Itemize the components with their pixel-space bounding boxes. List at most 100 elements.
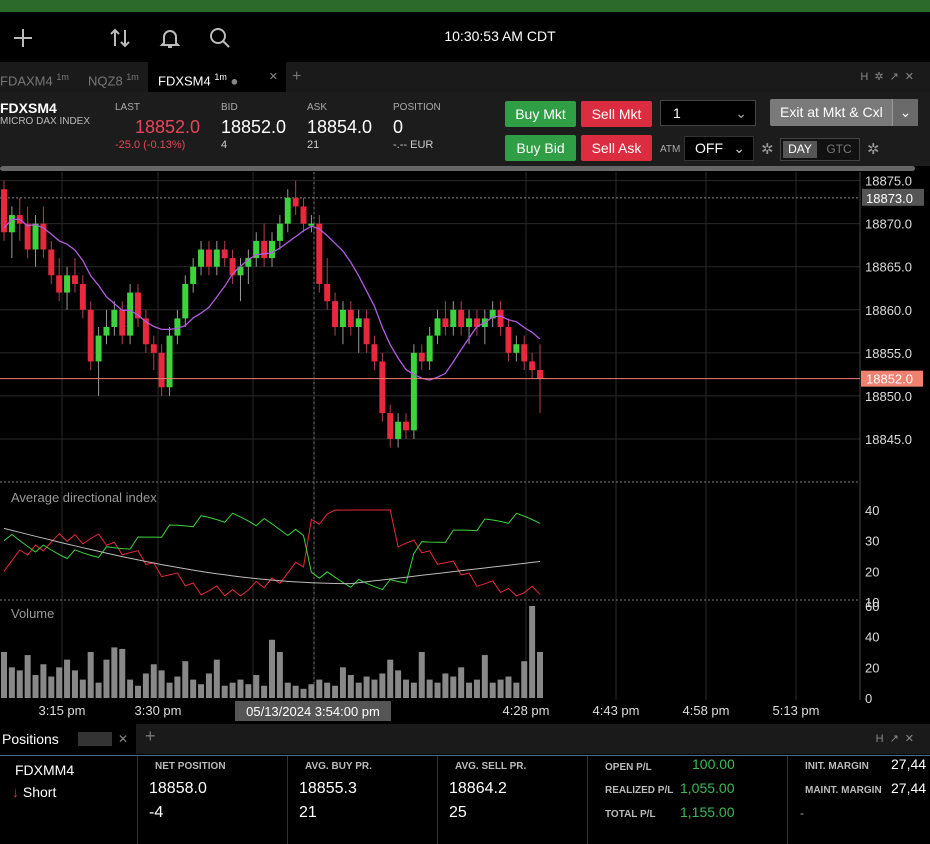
volume-bar — [458, 667, 465, 698]
candle-body — [64, 275, 71, 293]
candle-body — [237, 266, 244, 276]
day-option[interactable]: DAY — [783, 141, 817, 158]
horizontal-scrollbar[interactable] — [0, 166, 915, 171]
volume-bar — [418, 652, 425, 698]
candle-body — [426, 335, 433, 362]
volume-bar — [489, 682, 496, 698]
close-icon[interactable]: ✕ — [268, 71, 278, 83]
net-position-label: NET POSITION — [155, 761, 226, 772]
sell-market-button[interactable]: Sell Mkt — [581, 101, 652, 127]
open-pl-value: 100.00 — [692, 756, 735, 772]
candle-body — [434, 318, 441, 336]
time-tick-label: 3:30 pm — [135, 703, 182, 718]
adx-line — [3, 527, 541, 585]
gear-icon[interactable]: ✲ — [761, 141, 774, 158]
tab-fdxsm4[interactable]: FDXSM4 1m ● ✕ — [148, 62, 286, 92]
candle-body — [284, 197, 291, 224]
candle-body — [1, 189, 7, 233]
crosshair-time-tag — [235, 701, 391, 721]
candle-body — [450, 309, 457, 327]
volume-bar — [127, 679, 134, 698]
sell-ask-button[interactable]: Sell Ask — [581, 135, 652, 161]
price-tick-label: 18860.0 — [865, 303, 912, 318]
bell-icon[interactable] — [158, 26, 182, 50]
tab-positions[interactable]: Positions ✕ — [0, 724, 136, 754]
volume-bar — [135, 685, 141, 698]
volume-bar — [363, 676, 370, 698]
plus-icon[interactable] — [11, 26, 35, 50]
quantity-input[interactable]: 1 ⌄ — [660, 100, 756, 126]
volume-bar — [95, 682, 102, 698]
candle-body — [466, 318, 473, 327]
popout-icon[interactable]: ↗ — [889, 733, 905, 745]
volume-bar — [8, 667, 15, 698]
buy-market-button[interactable]: Buy Mkt — [505, 101, 576, 127]
tab-nqz8[interactable]: NQZ8 1m — [88, 62, 139, 92]
layout-icon[interactable] — [78, 732, 112, 746]
adx-title: Average directional index — [11, 490, 157, 505]
candle-body — [142, 318, 149, 345]
volume-bar — [142, 673, 149, 698]
tab-fdaxm4[interactable]: FDAXM4 1m — [0, 62, 69, 92]
candle-body — [276, 223, 283, 241]
atm-select[interactable]: OFF ⌄ — [684, 136, 754, 161]
tif-toggle: DAY GTC — [780, 138, 860, 161]
candle-body — [150, 344, 157, 353]
chart-svg[interactable]: 18875.0 18870.0 18865.0 18860.0 18855.0 18850… — [0, 172, 930, 722]
help-icon[interactable]: H — [875, 733, 890, 745]
add-tab-button[interactable]: + — [292, 68, 302, 85]
gear-icon[interactable]: ✲ — [874, 71, 890, 83]
sort-arrows-icon[interactable] — [108, 26, 132, 50]
volume-bar — [48, 676, 55, 698]
current-price-tag — [861, 370, 923, 387]
candle-body — [379, 361, 386, 414]
volume-title: Volume — [11, 606, 54, 621]
candle-body — [87, 309, 94, 362]
atm-value: OFF — [695, 140, 723, 156]
volume-bar — [71, 670, 78, 698]
volume-bar — [276, 652, 283, 698]
window-controls: H↗✕ — [876, 732, 920, 745]
ask-size: 21 — [307, 139, 320, 151]
candle-body — [119, 309, 126, 336]
candle-body — [395, 421, 402, 439]
volume-bar — [529, 606, 536, 698]
ask-value: 18854.0 — [307, 117, 373, 137]
init-margin-label: INIT. MARGIN — [805, 761, 869, 772]
add-tab-button[interactable]: + — [145, 726, 156, 746]
avg-buy-price: 18855.3 — [299, 780, 357, 797]
unsaved-dot-icon: ● — [230, 73, 239, 89]
open-pl-label: OPEN P/L — [605, 762, 652, 773]
volume-bar — [284, 682, 291, 698]
buy-bid-button[interactable]: Buy Bid — [505, 135, 576, 161]
high-level-tag — [862, 188, 924, 206]
candle-body — [198, 249, 205, 267]
candle-body — [473, 318, 480, 327]
gtc-option[interactable]: GTC — [826, 142, 852, 156]
volume-bar — [24, 655, 31, 698]
candle-body — [339, 309, 346, 327]
close-icon[interactable]: ✕ — [904, 71, 920, 83]
volume-bar — [190, 679, 197, 698]
position-symbol-cell[interactable]: FDXMM4 ↓ Short — [0, 756, 138, 844]
chart-area[interactable]: 18875.0 18870.0 18865.0 18860.0 18855.0 18850… — [0, 172, 930, 722]
candle-body — [442, 318, 449, 327]
chevron-down-icon[interactable]: ⌄ — [892, 99, 918, 126]
help-icon[interactable]: H — [860, 71, 875, 83]
close-icon[interactable]: ✕ — [118, 732, 129, 746]
close-icon[interactable]: ✕ — [904, 733, 920, 745]
candle-body — [182, 283, 189, 319]
gear-icon[interactable]: ✲ — [867, 141, 880, 158]
exit-market-cancel-button[interactable]: Exit at Mkt & Cxl ⌄ — [770, 99, 918, 126]
candle-body — [347, 309, 354, 327]
popout-icon[interactable]: ↗ — [889, 71, 905, 83]
volume-bar — [119, 648, 126, 698]
candle-body — [410, 352, 417, 431]
avg-sell-qty: 25 — [449, 804, 467, 821]
chevron-down-icon[interactable]: ⌄ — [735, 105, 747, 121]
search-icon[interactable] — [208, 26, 232, 50]
avg-buy-qty: 21 — [299, 804, 317, 821]
margin-dash: - — [800, 806, 804, 820]
volume-tick-label: 40 — [865, 630, 879, 645]
last-change: -25.0 (-0.13%) — [115, 139, 186, 151]
